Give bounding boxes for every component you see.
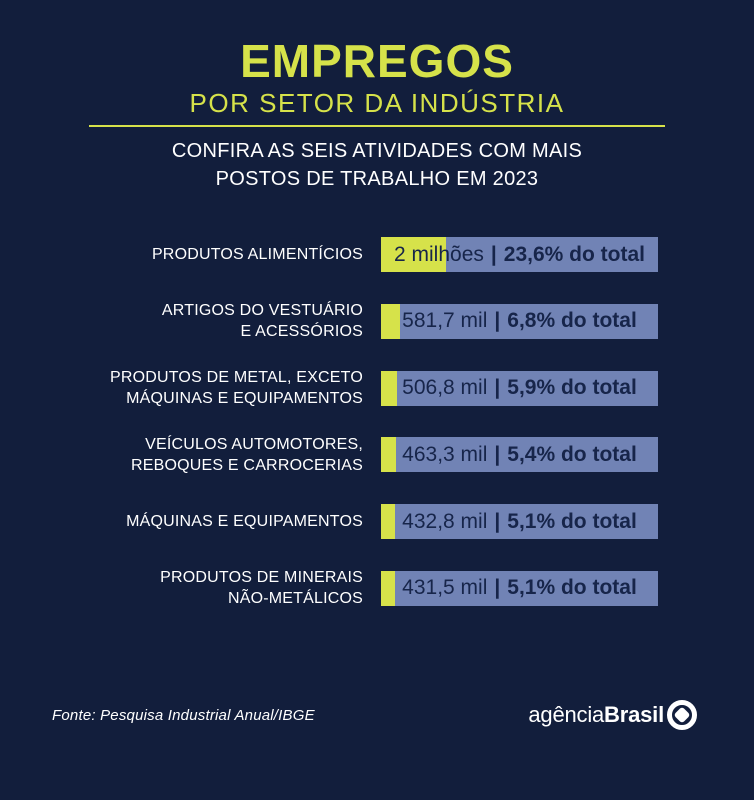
bar-fill-segment — [381, 303, 400, 339]
chart-row: PRODUTOS DE METAL, EXCETO MÁQUINAS E EQU… — [0, 369, 754, 407]
bar: 581,7 mil | 6,8% do total — [381, 303, 658, 339]
value-label: 463,3 mil — [402, 442, 488, 466]
category-label: PRODUTOS ALIMENTÍCIOS — [151, 246, 363, 263]
bar-value-text: 463,3 mil | 5,4% do total — [381, 437, 658, 472]
bar: 463,3 mil | 5,4% do total — [381, 437, 658, 473]
bar-value-text: 431,5 mil | 5,1% do total — [381, 571, 658, 606]
value-label: 432,8 mil — [402, 509, 488, 533]
header-divider-line — [89, 125, 665, 127]
source-note: Fonte: Pesquisa Industrial Anual/IBGE — [52, 706, 315, 724]
separator: | — [494, 376, 501, 400]
brand-name-regular: agência — [528, 702, 605, 727]
category-label: VEÍCULOS AUTOMOTORES, REBOQUES E CARROCE… — [130, 435, 363, 474]
chart-row: MÁQUINAS E EQUIPAMENTOS 432,8 mil | 5,1%… — [0, 504, 754, 540]
bar-value-text: 432,8 mil | 5,1% do total — [381, 504, 658, 539]
share-label: 5,1% do total — [507, 509, 637, 533]
share-label: 5,4% do total — [507, 442, 637, 466]
intro-text: CONFIRA AS SEIS ATIVIDADES COM MAIS POST… — [171, 140, 583, 190]
chart-row: PRODUTOS DE MINERAIS NÃO-METÁLICOS 431,5… — [0, 569, 754, 607]
share-label: 23,6% do total — [503, 242, 645, 266]
bar-value-text: 2 milhões | 23,6% do total — [381, 237, 658, 272]
brand-name-bold: Brasil — [604, 702, 664, 727]
category-label: PRODUTOS DE METAL, EXCETO MÁQUINAS E EQU… — [109, 369, 363, 408]
chart-row: ARTIGOS DO VESTUÁRIO E ACESSÓRIOS 581,7 … — [0, 302, 754, 340]
value-label: 581,7 mil — [402, 309, 488, 333]
value-label: 431,5 mil — [402, 576, 488, 600]
agencia-brasil-logo: agência Brasil — [528, 700, 697, 730]
bar-fill-segment — [381, 237, 447, 272]
separator: | — [494, 309, 501, 333]
bar-fill-segment — [381, 437, 396, 473]
bar-chart: PRODUTOS ALIMENTÍCIOS 2 milhões | 23,6% … — [0, 237, 754, 638]
share-label: 5,1% do total — [507, 576, 637, 600]
footer: Fonte: Pesquisa Industrial Anual/IBGE ag… — [52, 697, 697, 733]
share-label: 5,9% do total — [507, 376, 637, 400]
separator: | — [494, 576, 501, 600]
share-label: 6,8% do total — [507, 309, 637, 333]
agencia-brasil-logo-icon — [667, 700, 697, 730]
separator: | — [490, 242, 497, 266]
bar-fill-segment — [381, 570, 396, 606]
bar: 432,8 mil | 5,1% do total — [381, 504, 658, 540]
category-label: ARTIGOS DO VESTUÁRIO E ACESSÓRIOS — [161, 302, 363, 341]
chart-row: VEÍCULOS AUTOMOTORES, REBOQUES E CARROCE… — [0, 436, 754, 474]
page-subtitle: POR SETOR DA INDÚSTRIA — [189, 88, 565, 118]
bar-fill-segment — [381, 370, 398, 406]
bar-value-text: 581,7 mil | 6,8% do total — [381, 304, 658, 339]
bar: 2 milhões | 23,6% do total — [381, 237, 658, 272]
bar: 506,8 mil | 5,9% do total — [381, 370, 658, 406]
value-label: 506,8 mil — [402, 376, 488, 400]
chart-row: PRODUTOS ALIMENTÍCIOS 2 milhões | 23,6% … — [0, 237, 754, 272]
bar: 431,5 mil | 5,1% do total — [381, 570, 658, 606]
category-label: PRODUTOS DE MINERAIS NÃO-METÁLICOS — [160, 569, 363, 608]
value-label: 2 milhões — [394, 242, 484, 266]
logo-gem-shape — [673, 706, 691, 724]
separator: | — [494, 442, 501, 466]
separator: | — [494, 509, 501, 533]
bar-value-text: 506,8 mil | 5,9% do total — [381, 371, 658, 406]
bar-fill-segment — [381, 504, 396, 540]
page-title: EMPREGOS — [240, 35, 514, 87]
category-label: MÁQUINAS E EQUIPAMENTOS — [126, 513, 363, 531]
